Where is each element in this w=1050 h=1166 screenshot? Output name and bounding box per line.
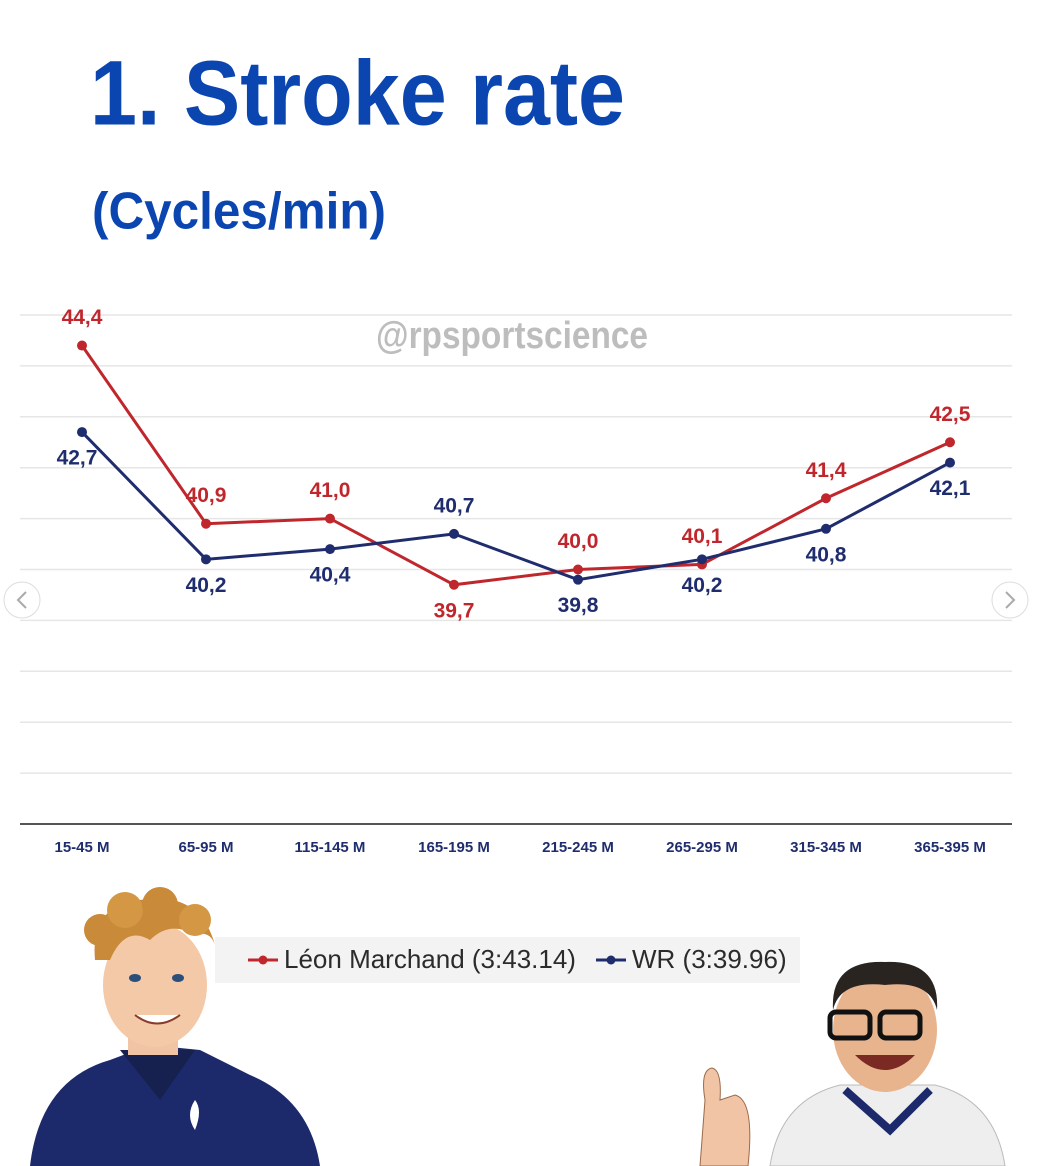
plot-area: 15-45 M 65-95 M 115-145 M 165-195 M 215-245 … [20, 306, 1012, 856]
data-point [77, 340, 87, 351]
data-point [77, 427, 87, 438]
legend-marker [606, 955, 616, 965]
data-point [201, 518, 211, 529]
x-tick-label: 215-245 M [542, 839, 614, 856]
legend-label: Léon Marchand (3:43.14) [284, 944, 576, 974]
data-point [325, 544, 335, 555]
data-label: 41,4 [806, 459, 847, 482]
x-tick-label: 115-145 M [295, 839, 366, 856]
legend-box [215, 937, 800, 983]
data-point [821, 523, 831, 534]
data-label: 40,0 [558, 530, 599, 553]
data-label: 42,7 [57, 447, 98, 470]
prev-button[interactable] [3, 581, 41, 619]
x-tick-label: 15-45 M [54, 839, 109, 856]
chart-subtitle: (Cycles/min) [92, 183, 386, 241]
legend-marker [258, 955, 268, 965]
data-label: 40,9 [186, 484, 227, 507]
legend-label: WR (3:39.96) [632, 944, 787, 974]
data-point [449, 528, 459, 539]
data-point [449, 579, 459, 590]
legend: Léon Marchand (3:43.14) WR (3:39.96) [248, 944, 787, 974]
x-tick-label: 315-345 M [790, 839, 862, 856]
next-button[interactable] [991, 581, 1029, 619]
x-tick-label: 365-395 M [914, 839, 986, 856]
data-point [573, 574, 583, 585]
data-label: 39,8 [558, 594, 599, 617]
data-label: 40,2 [186, 574, 227, 597]
data-label: 40,7 [434, 494, 475, 517]
data-point [821, 493, 831, 504]
chart-title: 1. Stroke rate [90, 42, 625, 144]
data-point [325, 513, 335, 524]
data-point [945, 437, 955, 448]
data-label: 44,4 [62, 306, 103, 329]
data-label: 40,4 [310, 564, 351, 587]
x-tick-label: 165-195 M [418, 839, 490, 856]
data-point [697, 554, 707, 565]
watermark: @rpsportscience [376, 315, 648, 357]
series-line [80, 431, 951, 582]
data-label: 42,5 [930, 403, 971, 426]
data-point [573, 564, 583, 575]
x-tick-label: 265-295 M [666, 839, 738, 856]
coach-illustration [699, 961, 1006, 1166]
data-label: 40,1 [682, 525, 723, 548]
swimmer-illustration [30, 887, 320, 1166]
data-label: 40,2 [682, 574, 723, 597]
x-tick-label: 65-95 M [178, 839, 233, 856]
data-label: 41,0 [310, 479, 351, 502]
data-label: 40,8 [806, 543, 847, 566]
data-point [201, 554, 211, 565]
series-line [80, 344, 951, 587]
data-label: 42,1 [930, 477, 971, 500]
data-point [945, 457, 955, 468]
data-label: 39,7 [434, 599, 475, 622]
